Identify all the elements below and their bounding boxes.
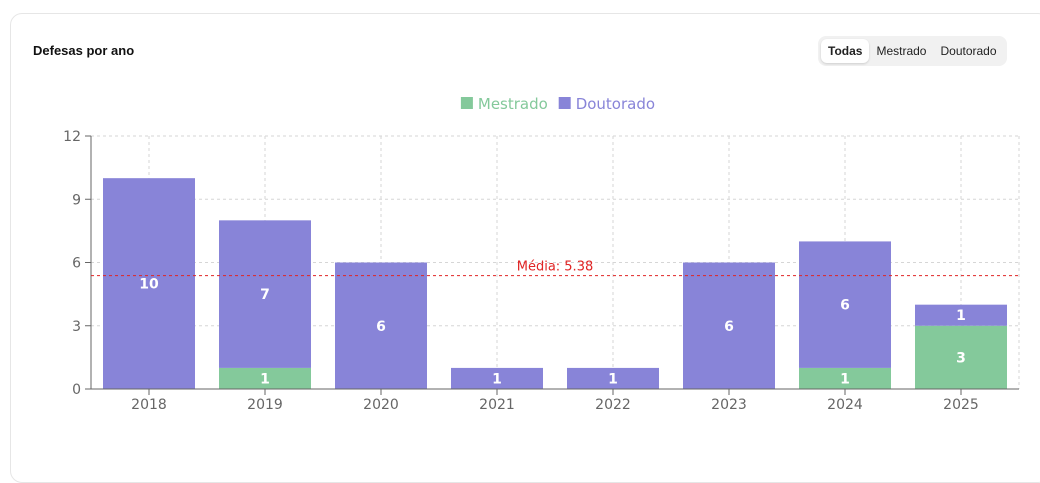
- bar-doutorado: [335, 262, 427, 389]
- x-tick-label: 2024: [827, 397, 863, 413]
- bar-value-label: 1: [492, 371, 502, 387]
- x-tick-label: 2022: [595, 397, 631, 413]
- filter-todas-button[interactable]: Todas: [821, 39, 870, 63]
- filter-doutorado-button[interactable]: Doutorado: [940, 44, 997, 58]
- bar-doutorado: [451, 367, 543, 389]
- x-tick-label: 2018: [131, 397, 167, 413]
- legend-label-mestrado: Mestrado: [478, 95, 548, 113]
- bar-value-label: 10: [139, 277, 159, 293]
- bar-mestrado: [915, 325, 1007, 389]
- bar-doutorado: [103, 178, 195, 389]
- chart-title: Defesas por ano: [33, 43, 135, 58]
- filter-mestrado-button[interactable]: Mestrado: [876, 44, 927, 58]
- bar-mestrado: [799, 367, 891, 389]
- x-tick-label: 2020: [363, 397, 399, 413]
- bar-value-label: 1: [260, 371, 270, 387]
- y-tick-label: 3: [72, 319, 81, 335]
- bar-doutorado: [915, 304, 1007, 326]
- x-tick-label: 2025: [943, 397, 979, 413]
- bar-value-label: 3: [956, 350, 966, 366]
- y-tick-label: 9: [72, 192, 81, 208]
- y-tick-label: 12: [63, 129, 81, 145]
- legend-swatch-doutorado: [558, 97, 571, 109]
- bar-value-label: 1: [608, 371, 618, 387]
- bar-value-label: 1: [840, 371, 850, 387]
- bar-value-label: 6: [724, 319, 734, 335]
- bar-value-label: 1: [956, 308, 966, 324]
- bar-doutorado: [683, 262, 775, 389]
- bar-value-label: 6: [376, 319, 386, 335]
- legend-swatch-mestrado: [460, 97, 473, 109]
- bar-doutorado: [799, 241, 891, 368]
- average-label: Média: 5.38: [517, 260, 594, 275]
- bar-doutorado: [567, 367, 659, 389]
- x-tick-label: 2021: [479, 397, 515, 413]
- bar-value-label: 7: [260, 287, 270, 303]
- bar-mestrado: [219, 367, 311, 389]
- y-tick-label: 0: [72, 382, 81, 398]
- legend-label-doutorado: Doutorado: [576, 95, 655, 113]
- x-tick-label: 2019: [247, 397, 283, 413]
- filter-toggle: Todas Mestrado Doutorado: [818, 36, 1007, 66]
- bar-value-label: 6: [840, 298, 850, 314]
- y-tick-label: 6: [72, 256, 81, 272]
- bar-doutorado: [219, 220, 311, 368]
- x-tick-label: 2023: [711, 397, 747, 413]
